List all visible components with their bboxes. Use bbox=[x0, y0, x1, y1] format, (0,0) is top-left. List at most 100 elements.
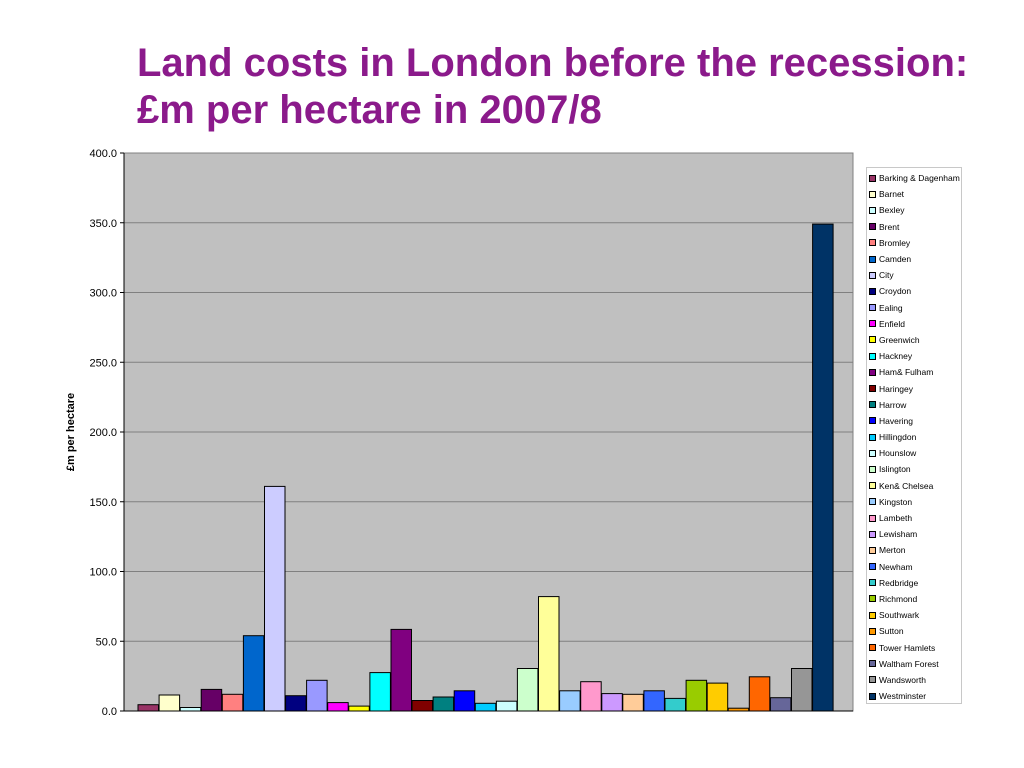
legend-swatch bbox=[869, 563, 876, 571]
y-axis-ticks: 0.0 50.0 100.0 150.0 200.0 250.0 300.0 350.0 400… bbox=[89, 148, 124, 718]
legend-item: Waltham Forest bbox=[867, 656, 961, 672]
y-tick-label: 400.0 bbox=[89, 148, 117, 160]
legend-swatch bbox=[869, 255, 876, 263]
bar-ealing bbox=[306, 679, 328, 712]
legend-swatch bbox=[869, 465, 876, 473]
legend-swatch bbox=[869, 417, 876, 425]
legend-item: Barnet bbox=[867, 186, 961, 202]
slide-title: Land costs in London before the recessio… bbox=[137, 41, 969, 132]
legend-label: Lewisham bbox=[879, 529, 918, 540]
legend-label: Islington bbox=[879, 464, 911, 475]
legend-label: Barnet bbox=[879, 189, 905, 200]
legend-item: Ken& Chelsea bbox=[867, 478, 961, 494]
legend-label: Greenwich bbox=[879, 334, 920, 345]
legend-label: Ken& Chelsea bbox=[879, 480, 934, 491]
bar-brent bbox=[200, 688, 223, 712]
legend-swatch bbox=[869, 514, 876, 522]
legend-label: Wandsworth bbox=[879, 674, 926, 685]
legend-swatch bbox=[869, 692, 876, 700]
bar-redbridge bbox=[664, 697, 686, 712]
bar-haringey bbox=[411, 700, 433, 712]
legend-swatch bbox=[869, 223, 876, 231]
legend-item: Havering bbox=[867, 413, 961, 429]
bar-harrow bbox=[432, 696, 455, 712]
legend-item: Sutton bbox=[867, 623, 961, 639]
legend-swatch bbox=[869, 644, 876, 652]
legend-item: Hackney bbox=[867, 348, 961, 364]
legend-swatch bbox=[869, 320, 876, 328]
legend-label: City bbox=[879, 270, 894, 281]
bar-ham-fulham bbox=[390, 628, 412, 712]
legend-item: Ealing bbox=[867, 300, 961, 316]
y-tick-label: 0.0 bbox=[102, 706, 117, 718]
bar-ken-chelsea bbox=[538, 596, 560, 712]
gridlines bbox=[124, 152, 853, 642]
legend-swatch bbox=[869, 546, 876, 554]
legend-label: Kingston bbox=[879, 496, 913, 507]
legend-swatch bbox=[869, 368, 876, 376]
legend-item: Tower Hamlets bbox=[867, 639, 961, 655]
legend-swatch bbox=[869, 660, 876, 668]
legend-item: Camden bbox=[867, 251, 961, 267]
legend-swatch bbox=[869, 482, 876, 490]
legend-swatch bbox=[869, 385, 876, 393]
legend-item: Barking & Dagenham bbox=[867, 170, 961, 186]
legend-label: Harrow bbox=[879, 399, 907, 410]
legend-item: Lewisham bbox=[867, 526, 961, 542]
bar-kingston bbox=[559, 690, 581, 712]
legend-label: Ealing bbox=[879, 302, 903, 313]
legend-swatch bbox=[869, 627, 876, 635]
legend-label: Enfield bbox=[879, 318, 905, 329]
legend-item: Redbridge bbox=[867, 575, 961, 591]
legend-swatch bbox=[869, 433, 876, 441]
legend-item: Richmond bbox=[867, 591, 961, 607]
legend-item: Harrow bbox=[867, 397, 961, 413]
legend-item: Islington bbox=[867, 461, 961, 477]
bar-enfield bbox=[327, 702, 349, 712]
legend-swatch bbox=[869, 304, 876, 312]
y-tick-label: 250.0 bbox=[89, 357, 117, 369]
legend-label: Havering bbox=[879, 415, 914, 426]
legend-item: City bbox=[867, 267, 961, 283]
legend-item: Bromley bbox=[867, 235, 961, 251]
y-tick-label: 350.0 bbox=[89, 218, 117, 230]
legend-item: Merton bbox=[867, 542, 961, 558]
bar-tower-hamlets bbox=[748, 676, 771, 712]
legend-swatch bbox=[869, 271, 876, 279]
bar-southwark bbox=[706, 682, 729, 712]
legend-label: Haringey bbox=[879, 383, 914, 394]
legend-swatch bbox=[869, 174, 876, 182]
legend-label: Redbridge bbox=[879, 577, 919, 588]
legend-label: Lambeth bbox=[879, 513, 913, 524]
legend-item: Hounslow bbox=[867, 445, 961, 461]
legend-swatch bbox=[869, 579, 876, 587]
legend-label: Camden bbox=[879, 254, 912, 265]
legend-item: Brent bbox=[867, 219, 961, 235]
legend-swatch bbox=[869, 676, 876, 684]
legend-label: Southwark bbox=[879, 610, 920, 621]
bar-wandsworth bbox=[791, 668, 813, 712]
y-tick-label: 150.0 bbox=[89, 497, 117, 509]
y-tick-label: 200.0 bbox=[89, 427, 117, 439]
legend-label: Westminster bbox=[879, 691, 927, 702]
bar-richmond bbox=[685, 679, 708, 712]
legend-item: Hillingdon bbox=[867, 429, 961, 445]
y-axis-label: £m per hectare bbox=[65, 392, 77, 472]
bar-lambeth bbox=[580, 681, 602, 712]
bar-city bbox=[264, 485, 286, 712]
bar-lewisham bbox=[601, 693, 623, 712]
legend-label: Croydon bbox=[879, 286, 912, 297]
bar-bexley bbox=[179, 707, 202, 712]
legend-swatch bbox=[869, 401, 876, 409]
y-tick-label: 300.0 bbox=[89, 288, 117, 300]
bar-havering bbox=[453, 690, 476, 712]
legend-label: Hackney bbox=[879, 351, 913, 362]
bar-greenwich bbox=[348, 705, 370, 712]
legend-item: Westminster bbox=[867, 688, 961, 704]
legend-swatch bbox=[869, 239, 876, 247]
legend-swatch bbox=[869, 287, 876, 295]
bar-hounslow bbox=[495, 700, 518, 712]
legend-label: Tower Hamlets bbox=[879, 642, 936, 653]
legend-label: Waltham Forest bbox=[879, 658, 939, 669]
